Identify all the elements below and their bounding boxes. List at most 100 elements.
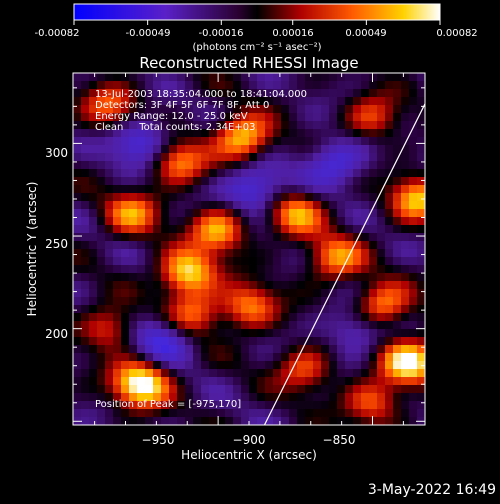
heatmap-cell xyxy=(153,129,162,138)
heatmap-cell xyxy=(81,137,90,146)
heatmap-cell xyxy=(401,409,410,418)
heatmap-cell xyxy=(129,409,138,418)
heatmap-cell xyxy=(385,385,394,394)
heatmap-cell xyxy=(153,193,162,202)
heatmap-cell xyxy=(185,193,194,202)
heatmap-cell xyxy=(161,345,170,354)
heatmap-cell xyxy=(137,201,146,210)
heatmap-cell xyxy=(81,209,90,218)
heatmap-cell xyxy=(137,225,146,234)
heatmap-cell xyxy=(329,177,338,186)
heatmap-cell xyxy=(97,145,106,154)
heatmap-cell xyxy=(345,105,354,114)
heatmap-cell xyxy=(121,249,130,258)
heatmap-cell xyxy=(217,353,226,362)
heatmap-cell xyxy=(129,73,138,82)
heatmap-cell xyxy=(313,201,322,210)
heatmap-cell xyxy=(129,105,138,114)
heatmap-cell xyxy=(273,113,282,122)
heatmap-cell xyxy=(409,161,418,170)
heatmap-cell xyxy=(241,313,250,322)
heatmap-cell xyxy=(137,177,146,186)
heatmap-cell xyxy=(217,105,226,114)
heatmap-cell xyxy=(233,137,242,146)
heatmap-cell xyxy=(209,265,218,274)
heatmap-cell xyxy=(345,241,354,250)
heatmap-cell xyxy=(369,209,378,218)
heatmap-cell xyxy=(377,81,386,90)
heatmap-cell xyxy=(289,201,298,210)
heatmap-cell xyxy=(329,369,338,378)
heatmap-cell xyxy=(113,153,122,162)
heatmap-cell xyxy=(233,337,242,346)
heatmap-cell xyxy=(345,137,354,146)
heatmap-cell xyxy=(113,289,122,298)
heatmap-cell xyxy=(241,305,250,314)
heatmap-cell xyxy=(257,233,266,242)
heatmap-cell xyxy=(369,329,378,338)
heatmap-cell xyxy=(249,313,258,322)
heatmap-cell xyxy=(81,153,90,162)
heatmap-cell xyxy=(73,337,82,346)
heatmap-cell xyxy=(377,121,386,130)
heatmap-cell xyxy=(177,105,186,114)
heatmap-cell xyxy=(409,217,418,226)
heatmap-cell xyxy=(321,369,330,378)
heatmap-cell xyxy=(241,321,250,330)
heatmap-cell xyxy=(185,161,194,170)
heatmap-cell xyxy=(193,225,202,234)
heatmap-cell xyxy=(401,177,410,186)
heatmap-cell xyxy=(113,305,122,314)
heatmap-cell xyxy=(257,97,266,106)
heatmap-cell xyxy=(281,289,290,298)
heatmap-cell xyxy=(257,121,266,130)
heatmap-cell xyxy=(177,281,186,290)
heatmap-cell xyxy=(417,369,425,378)
heatmap-cell xyxy=(385,129,394,138)
heatmap-cell xyxy=(409,321,418,330)
annotation-detectors: Detectors: 3F 4F 5F 6F 7F 8F, Att 0 xyxy=(95,100,269,111)
heatmap-cell xyxy=(417,97,425,106)
heatmap-cell xyxy=(193,89,202,98)
heatmap-cell xyxy=(97,273,106,282)
heatmap-cell xyxy=(353,297,362,306)
heatmap-cell xyxy=(225,73,234,82)
heatmap-cell xyxy=(385,305,394,314)
heatmap-cell xyxy=(257,265,266,274)
heatmap-cell xyxy=(241,169,250,178)
heatmap-cell xyxy=(289,305,298,314)
heatmap-cell xyxy=(193,153,202,162)
heatmap-cell xyxy=(105,273,114,282)
heatmap-cell xyxy=(201,129,210,138)
heatmap-cell xyxy=(313,89,322,98)
heatmap-cell xyxy=(209,89,218,98)
heatmap-cell xyxy=(417,153,425,162)
heatmap-cell xyxy=(417,81,425,90)
heatmap-cell xyxy=(321,217,330,226)
heatmap-cell xyxy=(377,273,386,282)
heatmap-cell xyxy=(129,297,138,306)
heatmap-cell xyxy=(273,297,282,306)
heatmap-cell xyxy=(153,233,162,242)
heatmap-cell xyxy=(361,329,370,338)
heatmap-cell xyxy=(257,209,266,218)
heatmap-cell xyxy=(409,265,418,274)
heatmap-cell xyxy=(217,329,226,338)
heatmap-cell xyxy=(289,377,298,386)
heatmap-cell xyxy=(89,393,98,402)
heatmap-cell xyxy=(241,129,250,138)
heatmap-cell xyxy=(129,281,138,290)
heatmap-cell xyxy=(73,241,82,250)
heatmap-cell xyxy=(241,361,250,370)
y-tick-label: 300 xyxy=(45,146,68,160)
heatmap-cell xyxy=(193,201,202,210)
heatmap-cell xyxy=(169,353,178,362)
heatmap-cell xyxy=(105,249,114,258)
heatmap-cell xyxy=(177,289,186,298)
heatmap-cell xyxy=(257,297,266,306)
heatmap-cell xyxy=(81,145,90,154)
heatmap-cell xyxy=(97,313,106,322)
heatmap-cell xyxy=(273,305,282,314)
heatmap-cell xyxy=(297,137,306,146)
heatmap-cell xyxy=(97,337,106,346)
